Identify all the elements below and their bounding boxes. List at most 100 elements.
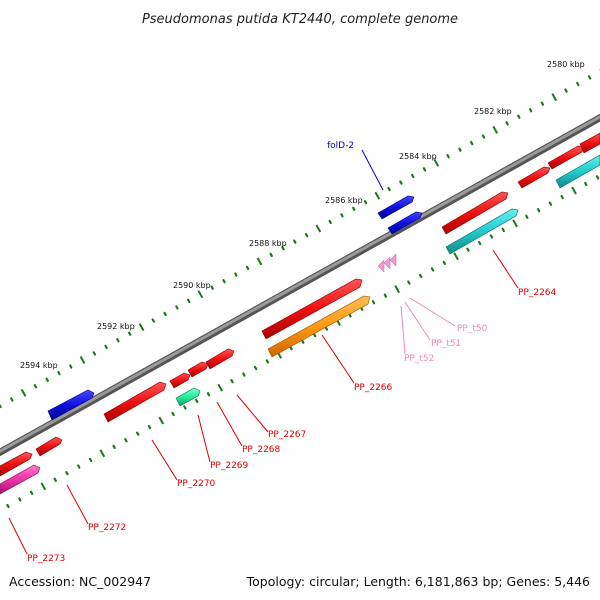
upper-ruler-major-tick [315, 224, 322, 233]
upper-ruler-minor-tick [281, 246, 285, 251]
gene-red-pp2272[interactable] [35, 436, 63, 457]
lower-ruler-minor-tick [560, 194, 564, 200]
gene-red-pp2269[interactable] [169, 372, 191, 389]
upper-ruler-major-tick [197, 290, 204, 299]
gene-red-pp2268[interactable] [187, 361, 209, 378]
lower-ruler-minor-tick [501, 227, 505, 233]
upper-ruler-minor-tick [481, 134, 486, 139]
gene-red-pp2270[interactable] [103, 381, 167, 423]
lower-ruler-minor-tick [253, 365, 258, 371]
gene-red-far-left[interactable] [0, 451, 33, 477]
lower-ruler-minor-tick [312, 333, 317, 338]
lower-ruler-minor-tick [584, 181, 588, 187]
map-title: Pseudomonas putida KT2440, complete geno… [142, 12, 458, 27]
label-pp2268[interactable]: PP_2268 [242, 445, 281, 455]
upper-ruler-major-tick [492, 125, 499, 134]
upper-ruler-major-tick [433, 158, 440, 167]
upper-ruler-major-tick [374, 191, 381, 200]
label-pp2270[interactable]: PP_2270 [177, 479, 216, 489]
lower-ruler-major-tick [99, 449, 106, 458]
lower-ruler-minor-tick [65, 471, 69, 476]
lower-ruler-minor-tick [348, 313, 352, 318]
upper-ruler-minor-tick [10, 397, 14, 402]
gene-red-middle[interactable] [261, 278, 363, 340]
upper-ruler-minor-tick [33, 384, 38, 389]
gene-magenta-pp2273[interactable] [0, 464, 41, 495]
gene-red-upper-right[interactable] [441, 132, 600, 235]
scale-label-2588: 2588 kbp [249, 239, 287, 248]
lower-ruler-minor-tick [360, 306, 364, 311]
upper-ruler-minor-tick [45, 377, 49, 382]
gene-blue-left[interactable] [47, 389, 95, 421]
label-pp2272[interactable]: PP_2272 [88, 523, 126, 533]
lower-ruler-minor-tick [536, 208, 541, 213]
label-pp2264[interactable]: PP_2264 [518, 288, 557, 298]
gene-orange-pp2266[interactable] [267, 295, 371, 358]
lower-ruler-minor-tick [442, 260, 446, 265]
upper-ruler-minor-tick [245, 265, 250, 271]
label-pp-t52[interactable]: PP_t52 [404, 354, 434, 364]
lower-ruler-major-tick [158, 416, 165, 425]
label-pp2266[interactable]: PP_2266 [354, 383, 393, 393]
lower-ruler-minor-tick [171, 411, 175, 417]
lower-ruler-minor-tick [478, 240, 482, 246]
gene-folD-2[interactable] [377, 195, 423, 235]
lower-ruler-minor-tick [195, 398, 199, 403]
gene-red-pp2267[interactable] [205, 348, 235, 370]
label-pp-t51[interactable]: PP_t51 [431, 339, 461, 349]
scale-ruler-lower [6, 175, 600, 509]
lower-ruler-minor-tick [430, 267, 435, 272]
upper-ruler-minor-tick [528, 108, 533, 113]
upper-ruler-minor-tick [116, 338, 120, 343]
lower-ruler-minor-tick [265, 359, 270, 364]
lower-ruler-minor-tick [147, 425, 152, 430]
scale-label-2594: 2594 kbp [20, 361, 58, 370]
label-folD-2[interactable]: folD-2 [327, 141, 354, 151]
upper-ruler-major-tick [138, 323, 145, 332]
lower-ruler-major-tick [571, 186, 577, 195]
label-pp2273[interactable]: PP_2273 [27, 554, 65, 564]
lower-ruler-major-tick [217, 383, 224, 392]
upper-ruler-minor-tick [187, 298, 191, 303]
lower-ruler-major-tick [512, 219, 518, 228]
upper-ruler-minor-tick [517, 114, 521, 119]
upper-ruler-minor-tick [363, 200, 368, 205]
upper-ruler-minor-tick [304, 233, 309, 238]
lower-ruler-minor-tick [53, 477, 57, 482]
lower-ruler-minor-tick [489, 234, 494, 239]
upper-ruler-minor-tick [128, 331, 132, 336]
scale-label-2590: 2590 kbp [173, 281, 211, 290]
label-leaders [8, 149, 519, 555]
label-pp-t50[interactable]: PP_t50 [457, 324, 488, 334]
upper-ruler-minor-tick [587, 75, 592, 80]
lower-ruler-minor-tick [466, 247, 470, 252]
label-pp2269[interactable]: PP_2269 [210, 461, 249, 471]
upper-ruler-minor-tick [293, 239, 297, 244]
upper-ruler-major-tick [20, 388, 27, 397]
trna-cluster[interactable] [377, 253, 397, 273]
lower-ruler-minor-tick [206, 392, 211, 397]
lower-ruler-minor-tick [301, 339, 305, 344]
lower-ruler-minor-tick [136, 431, 140, 436]
lower-ruler-minor-tick [525, 214, 529, 219]
gene-green[interactable] [175, 387, 201, 407]
upper-ruler-minor-tick [540, 101, 545, 106]
scale-label-2586: 2586 kbp [325, 196, 363, 205]
lower-ruler-minor-tick [230, 379, 234, 384]
upper-ruler-minor-tick [57, 371, 61, 376]
gene-cyan-pp2264[interactable] [445, 154, 600, 255]
upper-ruler-minor-tick [411, 173, 415, 179]
label-pp2267[interactable]: PP_2267 [268, 430, 306, 440]
upper-ruler-minor-tick [328, 219, 332, 225]
upper-ruler-minor-tick [269, 252, 273, 257]
upper-ruler-minor-tick [210, 285, 214, 290]
upper-ruler-minor-tick [422, 167, 427, 172]
upper-ruler-major-tick [79, 356, 86, 364]
accession-text: Accession: NC_002947 [9, 574, 151, 589]
lower-ruler-minor-tick [289, 346, 293, 351]
upper-ruler-minor-tick [69, 364, 73, 369]
upper-ruler-minor-tick [175, 305, 179, 310]
upper-ruler-minor-tick [163, 311, 167, 317]
lower-ruler-minor-tick [77, 464, 81, 469]
